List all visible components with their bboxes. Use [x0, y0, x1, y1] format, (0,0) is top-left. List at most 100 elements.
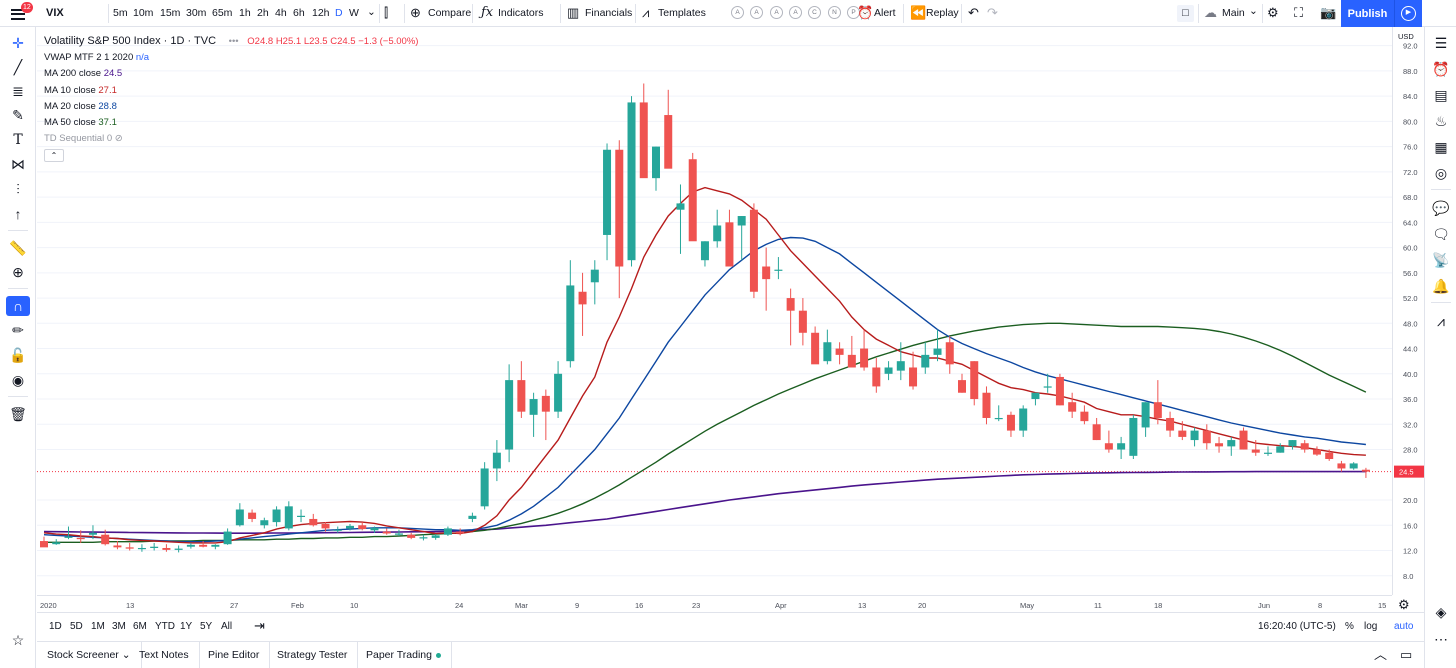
- trend-line-tool-icon[interactable]: ╱: [13, 59, 23, 75]
- series-title[interactable]: Volatility S&P 500 Index · 1D · TVC: [44, 35, 217, 47]
- range-1m[interactable]: 1M: [91, 621, 105, 632]
- favorites-star-icon[interactable]: ☆: [11, 632, 25, 648]
- camera-snapshot-icon[interactable]: 📷: [1320, 5, 1337, 20]
- settings-gear-icon[interactable]: ⚙: [1267, 5, 1279, 20]
- vwap-label[interactable]: VWAP MTF 2 1 2020: [44, 52, 134, 64]
- pattern-tool-icon[interactable]: ⋈: [11, 156, 25, 172]
- td-sequential-label[interactable]: TD Sequential 0: [44, 133, 113, 145]
- interval-dropdown-chevron-icon[interactable]: ⌄: [367, 6, 376, 18]
- interval-2h[interactable]: 2h: [257, 7, 269, 19]
- tab-text-notes[interactable]: Text Notes: [129, 642, 200, 668]
- tab-paper-trading[interactable]: Paper Trading: [356, 642, 452, 668]
- alert-shortcut-c[interactable]: C: [808, 6, 821, 19]
- ma20-label[interactable]: MA 20 close: [44, 100, 96, 112]
- ma200-label[interactable]: MA 200 close: [44, 68, 102, 80]
- interval-4h[interactable]: 4h: [275, 7, 287, 19]
- timezone-clock[interactable]: 16:20:40 (UTC-5): [1258, 621, 1336, 632]
- notifications-bell-icon[interactable]: 🔔: [1432, 278, 1450, 294]
- interval-12h[interactable]: 12h: [312, 7, 330, 19]
- financials-bars-icon[interactable]: ▥: [567, 5, 580, 20]
- alert-shortcut-a-3[interactable]: A: [770, 6, 783, 19]
- range-ytd[interactable]: YTD: [155, 621, 175, 632]
- alert-shortcut-a-1[interactable]: A: [731, 6, 744, 19]
- indicators-fx-icon[interactable]: ƒx: [481, 5, 494, 20]
- range-5y[interactable]: 5Y: [200, 621, 213, 632]
- prediction-tool-icon[interactable]: ⫶: [16, 181, 20, 197]
- fullscreen-icon[interactable]: ⛶: [1294, 5, 1304, 20]
- range-5d[interactable]: 5D: [70, 621, 83, 632]
- layout-chevron-down-icon[interactable]: ⌄: [1249, 5, 1258, 17]
- cloud-icon[interactable]: ☁: [1204, 5, 1217, 20]
- maximize-panel-icon[interactable]: ▭: [1400, 647, 1413, 662]
- percent-scale-toggle[interactable]: %: [1345, 621, 1354, 632]
- interval-65m[interactable]: 65m: [212, 7, 233, 19]
- arrow-up-tool-icon[interactable]: ↑: [14, 206, 22, 222]
- fib-retracement-tool-icon[interactable]: ≣: [12, 83, 24, 99]
- layers-icon[interactable]: ◈: [1435, 604, 1447, 620]
- collapse-panel-chevron-icon[interactable]: ︿: [1374, 647, 1388, 662]
- interval-30m[interactable]: 30m: [186, 7, 207, 19]
- series-menu-icon[interactable]: •••: [228, 36, 239, 47]
- alert-clock-icon[interactable]: ⏰: [857, 5, 874, 20]
- help-icon[interactable]: ⋯: [1434, 631, 1448, 647]
- chart-pane[interactable]: [37, 27, 1392, 595]
- alert-shortcut-a-4[interactable]: A: [789, 6, 802, 19]
- compare-button[interactable]: Compare: [428, 7, 472, 19]
- zoom-in-tool-icon[interactable]: ⊕: [12, 264, 24, 280]
- remove-drawings-trash-icon[interactable]: 🗑: [9, 406, 27, 422]
- private-chats-icon[interactable]: 🗨: [1432, 226, 1450, 242]
- data-window-icon[interactable]: ▤: [1434, 87, 1448, 103]
- stay-in-drawing-mode-icon[interactable]: ✏: [12, 322, 24, 338]
- interval-w[interactable]: W: [349, 7, 359, 19]
- symbol-search-button[interactable]: VIX: [46, 7, 64, 19]
- templates-button[interactable]: Templates: [658, 7, 706, 19]
- layout-name-button[interactable]: Main: [1222, 7, 1245, 19]
- interval-d[interactable]: D: [335, 7, 343, 19]
- indicators-button[interactable]: Indicators: [498, 7, 544, 19]
- range-1d[interactable]: 1D: [49, 621, 62, 632]
- hide-drawings-eye-icon[interactable]: ◉: [11, 372, 25, 388]
- calendar-icon[interactable]: ▦: [1434, 139, 1448, 155]
- financials-button[interactable]: Financials: [585, 7, 633, 19]
- tab-stock-screener[interactable]: Stock Screener ⌄: [37, 642, 142, 668]
- alert-shortcut-p[interactable]: P: [847, 6, 860, 19]
- crosshair-tool-icon[interactable]: ✛: [12, 35, 24, 51]
- interval-5m[interactable]: 5m: [113, 7, 128, 19]
- candles-chart-type-icon[interactable]: ⫿: [384, 5, 389, 20]
- log-scale-toggle[interactable]: log: [1364, 621, 1378, 632]
- legend-collapse-button[interactable]: ⌃: [44, 149, 64, 163]
- alerts-clock-icon[interactable]: ⏰: [1432, 61, 1450, 77]
- publish-button[interactable]: Publish: [1341, 0, 1394, 27]
- templates-icon[interactable]: ⩘: [642, 5, 650, 20]
- range-6m[interactable]: 6M: [133, 621, 147, 632]
- ma50-label[interactable]: MA 50 close: [44, 117, 96, 129]
- streams-icon[interactable]: 📡: [1432, 252, 1450, 268]
- interval-15m[interactable]: 15m: [160, 7, 181, 19]
- alert-button[interactable]: Alert: [874, 7, 896, 19]
- watchlist-icon[interactable]: ☰: [1434, 35, 1448, 51]
- range-3m[interactable]: 3M: [112, 621, 126, 632]
- ma10-label[interactable]: MA 10 close: [44, 84, 96, 96]
- auto-scale-toggle[interactable]: auto: [1394, 621, 1414, 632]
- range-all[interactable]: All: [221, 621, 233, 632]
- interval-10m[interactable]: 10m: [133, 7, 154, 19]
- interval-1h[interactable]: 1h: [239, 7, 251, 19]
- hotlists-flame-icon[interactable]: ♨: [1434, 113, 1448, 129]
- tab-strategy-tester[interactable]: Strategy Tester: [267, 642, 359, 668]
- ideas-bulb-icon[interactable]: ◎: [1434, 165, 1448, 181]
- magnet-mode-icon[interactable]: ∩: [6, 296, 30, 316]
- go-to-date-icon[interactable]: ⇥: [254, 618, 265, 633]
- hidden-eye-icon[interactable]: ⊘: [114, 133, 123, 145]
- axis-settings-gear-icon[interactable]: ⚙: [1398, 597, 1410, 612]
- main-menu-button[interactable]: [4, 3, 32, 25]
- time-axis[interactable]: 2020 13 27 Feb 10 24 Mar 9 16 23 Apr 13 20 May 11 18 Jun…: [37, 595, 1392, 612]
- undo-icon[interactable]: ↶: [968, 5, 979, 20]
- tab-pine-editor[interactable]: Pine Editor: [198, 642, 271, 668]
- brush-tool-icon[interactable]: ✎: [12, 107, 24, 123]
- interval-6h[interactable]: 6h: [293, 7, 305, 19]
- publish-options-button[interactable]: ▶: [1394, 0, 1422, 27]
- order-panel-icon[interactable]: ⩘: [1437, 313, 1445, 329]
- alert-shortcut-n[interactable]: N: [828, 6, 841, 19]
- replay-icon[interactable]: ⏪: [910, 5, 927, 20]
- layout-square-icon[interactable]: □: [1177, 5, 1194, 22]
